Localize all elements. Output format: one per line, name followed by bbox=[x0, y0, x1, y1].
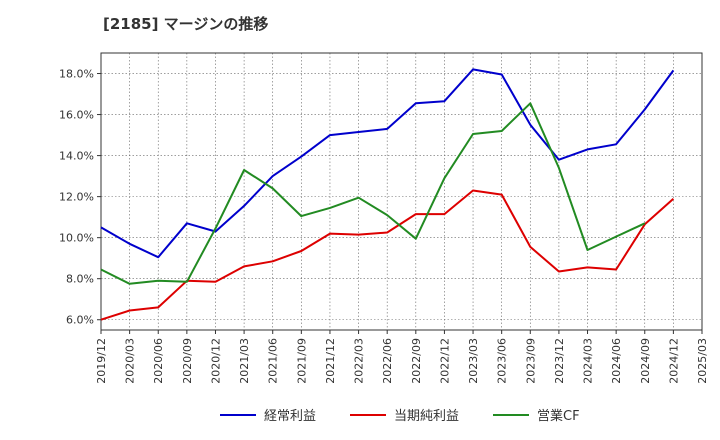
legend-label: 経常利益 bbox=[264, 409, 317, 424]
x-tick-label: 2024/03 bbox=[582, 338, 595, 384]
x-tick-label: 2022/09 bbox=[410, 338, 423, 384]
series-line-3 bbox=[100, 102, 646, 285]
series-line-1 bbox=[100, 68, 675, 259]
legend-label: 当期純利益 bbox=[394, 409, 460, 424]
grid-lines bbox=[101, 53, 702, 330]
x-tick-label: 2025/03 bbox=[696, 338, 709, 384]
y-tick-label: 6.0% bbox=[66, 314, 94, 327]
x-tick-label: 2020/06 bbox=[152, 338, 165, 384]
chart-title: [2185] マージンの推移 bbox=[103, 15, 269, 33]
series-lines bbox=[100, 68, 675, 321]
legend-swatch bbox=[493, 413, 529, 416]
x-tick-label: 2021/12 bbox=[324, 338, 337, 384]
x-tick-label: 2023/06 bbox=[496, 338, 509, 384]
y-tick-label: 18.0% bbox=[59, 68, 94, 81]
legend: 経常利益 当期純利益 営業CF bbox=[0, 405, 720, 427]
x-tick-label: 2019/12 bbox=[95, 338, 108, 384]
x-tick-label: 2024/12 bbox=[667, 338, 680, 384]
y-tick-label: 10.0% bbox=[59, 232, 94, 245]
x-tick-label: 2023/03 bbox=[467, 338, 480, 384]
y-tick-label: 8.0% bbox=[66, 273, 94, 286]
legend-swatch bbox=[350, 413, 386, 416]
x-tick-label: 2024/09 bbox=[639, 338, 652, 384]
x-tick-label: 2023/12 bbox=[553, 338, 566, 384]
x-tick-label: 2020/12 bbox=[209, 338, 222, 384]
y-tick-label: 12.0% bbox=[59, 191, 94, 204]
legend-item-2: 当期純利益 bbox=[350, 405, 459, 424]
x-tick-label: 2022/12 bbox=[438, 338, 451, 384]
x-tick-label: 2023/09 bbox=[524, 338, 537, 384]
x-tick-label: 2024/06 bbox=[610, 338, 623, 384]
x-tick-label: 2020/03 bbox=[124, 338, 137, 384]
x-tick-label: 2021/06 bbox=[267, 338, 280, 384]
legend-item-3: 営業CF bbox=[493, 405, 580, 424]
plot-area-frame bbox=[100, 52, 703, 331]
x-tick-label: 2020/09 bbox=[181, 338, 194, 384]
legend-item-1: 経常利益 bbox=[220, 405, 316, 424]
series-line-2 bbox=[100, 189, 675, 321]
y-axis: 6.0% 8.0% 10.0% 12.0% 14.0% 16.0% 18.0% bbox=[59, 68, 101, 327]
y-tick-label: 16.0% bbox=[59, 109, 94, 122]
legend-label: 営業CF bbox=[537, 409, 580, 424]
x-tick-label: 2021/09 bbox=[295, 338, 308, 384]
x-tick-label: 2021/03 bbox=[238, 338, 251, 384]
y-tick-label: 14.0% bbox=[59, 150, 94, 163]
legend-swatch bbox=[220, 413, 256, 416]
x-tick-label: 2022/06 bbox=[381, 338, 394, 384]
x-axis: 2019/12 2020/03 2020/06 2020/09 2020/12 2021/… bbox=[95, 330, 709, 384]
x-tick-label: 2022/03 bbox=[353, 338, 366, 384]
